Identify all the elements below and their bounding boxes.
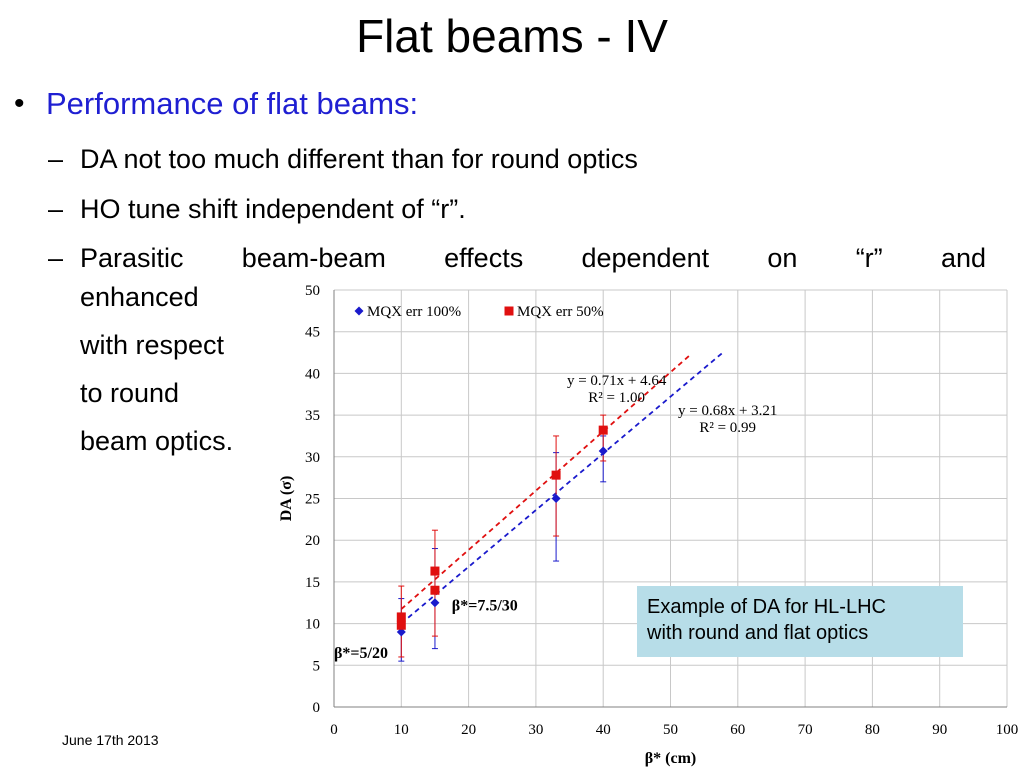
x-tick-label: 100 bbox=[996, 722, 1019, 738]
y-tick-label: 40 bbox=[305, 366, 320, 382]
footer-date: June 17th 2013 bbox=[62, 732, 159, 748]
y-tick-label: 25 bbox=[305, 492, 320, 508]
y-tick-label: 10 bbox=[305, 617, 320, 633]
sub-bullet-text: HO tune shift independent of “r”. bbox=[80, 193, 466, 224]
justified-word: Parasitic bbox=[80, 243, 184, 273]
y-tick-label: 50 bbox=[305, 283, 320, 299]
bullet-dot-icon: • bbox=[14, 87, 25, 120]
justified-word: “r” bbox=[855, 243, 883, 273]
x-tick-label: 0 bbox=[330, 722, 338, 738]
sub-bullet-3: – bbox=[48, 238, 80, 278]
dash-icon: – bbox=[48, 193, 64, 224]
legend-entry: MQX err 100% bbox=[367, 304, 461, 320]
x-tick-label: 70 bbox=[798, 722, 813, 738]
justified-word: on bbox=[767, 243, 798, 273]
square-marker bbox=[396, 620, 406, 630]
main-bullet-text: Performance of flat beams: bbox=[46, 86, 419, 121]
y-tick-label: 15 bbox=[305, 575, 320, 591]
trend-r2-red: R² = 1.00 bbox=[588, 390, 645, 406]
justified-word: effects bbox=[444, 243, 524, 273]
diamond-marker bbox=[551, 494, 561, 503]
sub-bullet-3-text: Parasitic beam-beam effects dependent on “r” a… bbox=[80, 238, 986, 278]
trendline bbox=[400, 350, 725, 625]
main-bullet: • Performance of flat beams: bbox=[14, 82, 418, 126]
sub-bullet-2: – HO tune shift independent of “r”. bbox=[48, 189, 466, 229]
beta-annotation: β*=5/20 bbox=[334, 645, 388, 662]
diamond-marker bbox=[598, 446, 608, 456]
continuation-line-4: beam optics. bbox=[80, 426, 234, 456]
chart-error-bars bbox=[398, 414, 607, 662]
da-chart: 0 5 10 15 20 25 30 35 40 45 50 0 10 20 30 40 50 60 70 80 90 1… bbox=[278, 283, 1018, 767]
diamond-marker bbox=[354, 306, 364, 316]
legend-entry: MQX err 50% bbox=[517, 304, 604, 320]
x-tick-label: 80 bbox=[865, 722, 880, 738]
y-tick-label: 5 bbox=[313, 658, 321, 674]
x-tick-label: 60 bbox=[730, 722, 745, 738]
x-tick-label: 50 bbox=[663, 722, 678, 738]
y-tick-label: 0 bbox=[313, 700, 321, 716]
y-tick-label: 45 bbox=[305, 325, 320, 341]
chart-axes: 0 5 10 15 20 25 30 35 40 45 50 0 10 20 30 40 50 60 70 80 90 1… bbox=[278, 283, 1018, 767]
x-tick-label: 30 bbox=[528, 722, 543, 738]
continuation-line-1: enhanced bbox=[80, 282, 199, 312]
justified-word: dependent bbox=[581, 243, 710, 273]
y-tick-label: 20 bbox=[305, 533, 320, 549]
continuation-line-2: with respect bbox=[80, 330, 225, 360]
y-axis-title: DA (σ) bbox=[278, 476, 295, 522]
trend-equation-blue: y = 0.68x + 3.21 bbox=[678, 403, 777, 419]
chart-points bbox=[396, 425, 608, 637]
trend-r2-blue: R² = 0.99 bbox=[699, 420, 756, 436]
square-marker bbox=[430, 585, 440, 595]
continuation-line-3: to round bbox=[80, 378, 180, 408]
square-marker bbox=[430, 566, 440, 576]
justified-word: beam-beam bbox=[241, 243, 386, 273]
square-marker bbox=[504, 306, 514, 316]
beta-annotation: β*=7.5/30 bbox=[452, 597, 518, 614]
diamond-marker bbox=[430, 598, 440, 608]
x-tick-label: 40 bbox=[596, 722, 611, 738]
callout-box: Example of DA for HL-LHC with round and … bbox=[637, 586, 963, 657]
sub-bullet-text: DA not too much different than for round… bbox=[80, 143, 638, 174]
callout-line-2: with round and flat optics bbox=[647, 622, 869, 644]
square-marker bbox=[598, 425, 608, 435]
y-tick-label: 35 bbox=[305, 408, 320, 424]
chart-trendlines bbox=[400, 350, 725, 625]
trend-equation-red: y = 0.71x + 4.64 bbox=[567, 373, 667, 389]
justified-word: and bbox=[940, 243, 986, 273]
dash-icon: – bbox=[48, 143, 64, 174]
x-axis-title: β* (cm) bbox=[645, 750, 697, 767]
sub-bullet-1: – DA not too much different than for rou… bbox=[48, 139, 638, 179]
trendline bbox=[400, 353, 692, 610]
slide-title: Flat beams - IV bbox=[356, 10, 668, 62]
square-marker bbox=[396, 612, 406, 622]
x-tick-label: 10 bbox=[394, 722, 409, 738]
callout-line-1: Example of DA for HL-LHC bbox=[647, 596, 886, 618]
square-marker bbox=[551, 470, 561, 480]
y-tick-label: 30 bbox=[305, 450, 320, 466]
x-tick-label: 20 bbox=[461, 722, 476, 738]
dash-icon: – bbox=[48, 242, 64, 273]
chart-legend: MQX err 100% MQX err 50% bbox=[354, 304, 604, 320]
x-tick-label: 90 bbox=[932, 722, 947, 738]
